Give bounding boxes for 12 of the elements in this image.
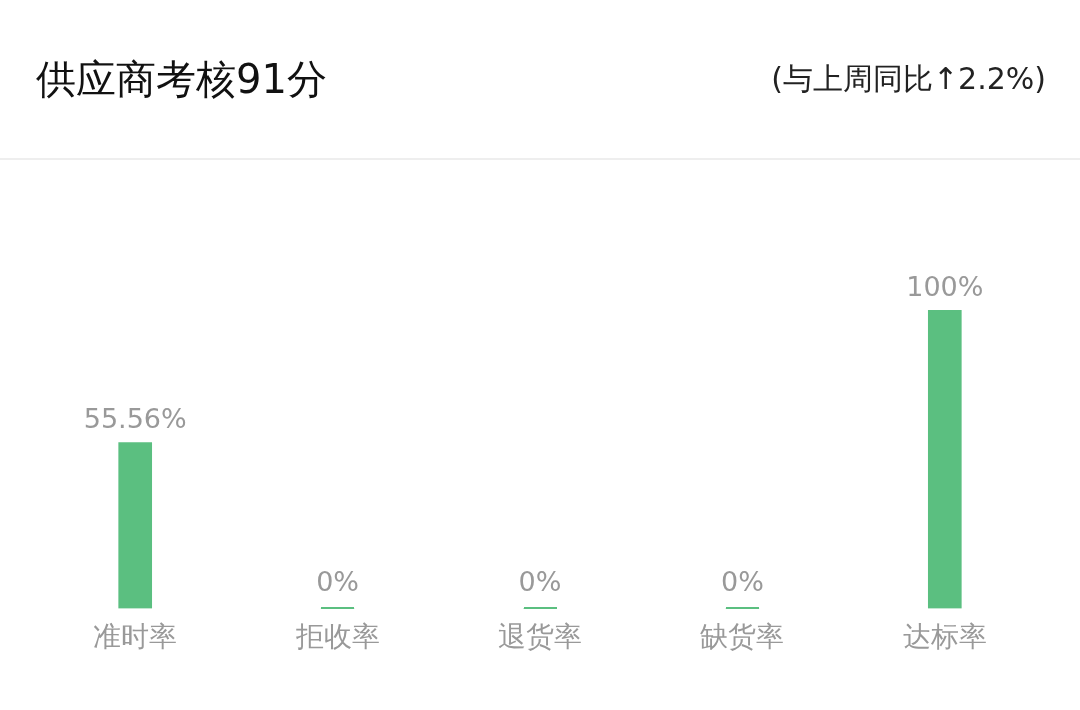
chart-subtitle: (与上周同比↑2.2%) [771, 59, 1046, 98]
x-tick-label: 拒收率 [294, 620, 380, 654]
chart-title: 供应商考核91分 [36, 54, 327, 104]
data-label: 55.56% [83, 403, 187, 435]
data-label: 0% [720, 565, 764, 597]
data-label: 0% [518, 565, 562, 597]
data-label: 100% [906, 270, 984, 302]
x-tick-label: 缺货率 [700, 620, 785, 654]
x-tick-label: 准时率 [93, 620, 178, 654]
x-tick-label: 退货率 [498, 620, 582, 654]
data-label: 0% [316, 565, 360, 597]
x-tick-label: 达标率 [902, 620, 987, 654]
